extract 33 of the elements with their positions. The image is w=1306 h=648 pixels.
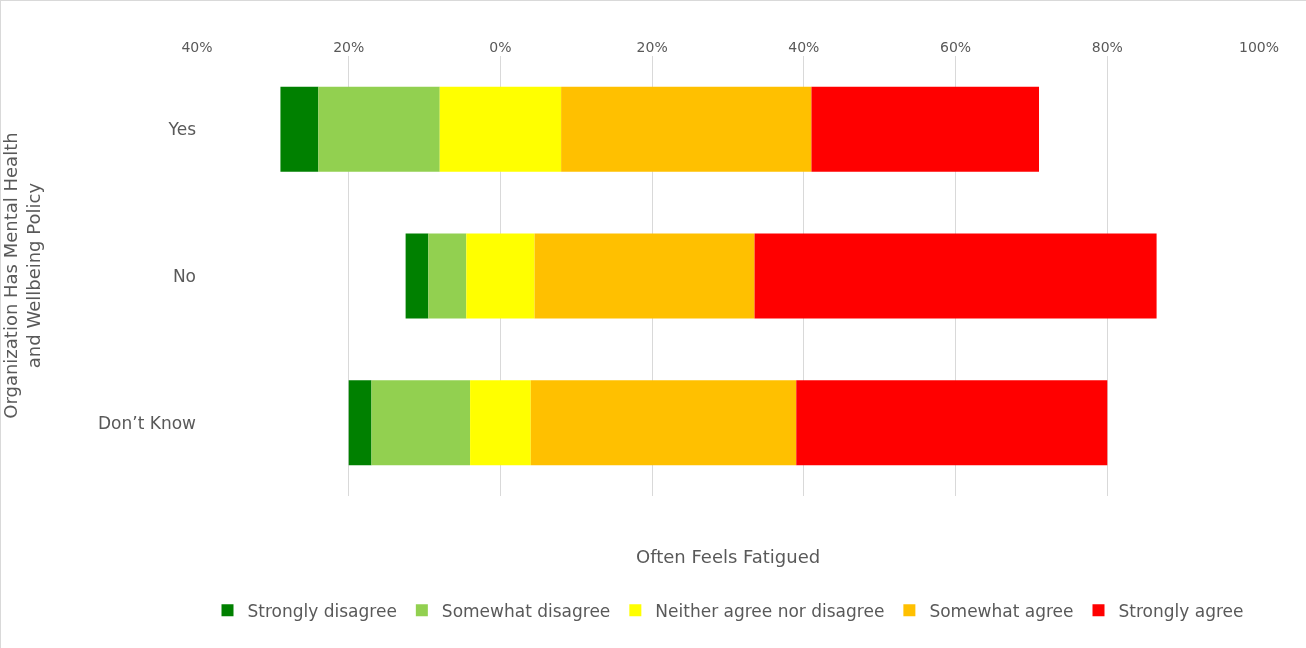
x-tick-label: 0% — [489, 39, 512, 56]
y-axis-title: Organization Has Mental Health and Wellbeing Policy — [0, 132, 45, 419]
y-tick-label: Don’t Know — [98, 412, 197, 433]
bar — [405, 233, 429, 319]
x-tick-label: 20% — [333, 39, 365, 56]
y-tick-label: No — [172, 265, 196, 286]
x-tick-label: 40% — [181, 39, 213, 56]
legend-label: Strongly agree — [1118, 600, 1244, 621]
legend-label: Neither agree nor disagree — [655, 600, 885, 621]
bar — [530, 380, 797, 466]
x-tick-label: 20% — [636, 39, 668, 56]
x-axis-title: Often Feels Fatigued — [636, 546, 821, 567]
legend-label: Somewhat agree — [929, 600, 1074, 621]
bar — [371, 380, 471, 466]
bar — [811, 86, 1040, 172]
bar — [534, 233, 755, 319]
bar — [466, 233, 535, 319]
bar — [561, 86, 812, 172]
bar — [796, 380, 1108, 466]
legend-label: Strongly disagree — [247, 600, 397, 621]
x-tick-label: 60% — [940, 39, 972, 56]
bar — [280, 86, 319, 172]
x-tick-label: 40% — [788, 39, 820, 56]
legend-label: Somewhat disagree — [441, 600, 611, 621]
bar — [439, 86, 562, 172]
x-tick-label: 80% — [1091, 39, 1123, 56]
bar — [318, 86, 440, 172]
bar — [754, 233, 1157, 319]
bar — [348, 380, 372, 466]
x-tick-label: 100% — [1238, 39, 1280, 56]
y-tick-label: Yes — [167, 119, 197, 140]
bar — [470, 380, 531, 466]
bar — [428, 233, 467, 319]
